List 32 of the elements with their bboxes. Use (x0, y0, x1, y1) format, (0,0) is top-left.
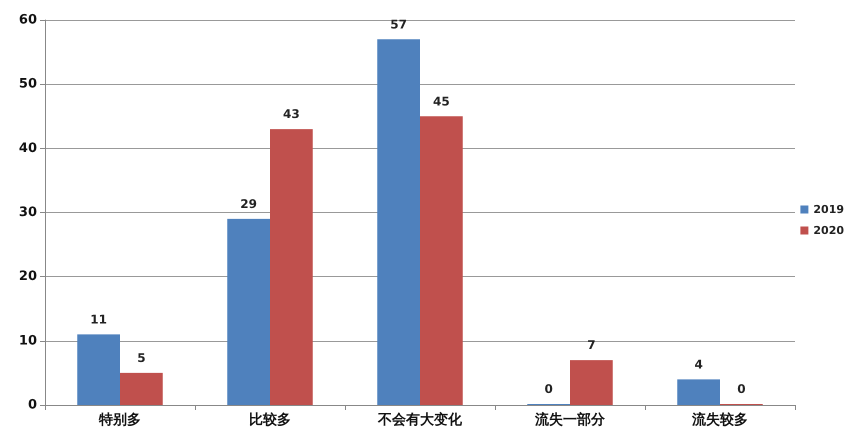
data-label: 4 (694, 357, 703, 372)
data-label: 45 (433, 94, 450, 108)
x-tick-label: 流失一部分 (534, 411, 606, 428)
data-label: 11 (90, 312, 107, 326)
data-label: 57 (390, 17, 407, 32)
y-tick-label: 10 (18, 333, 37, 348)
y-tick-label: 20 (18, 269, 37, 284)
bar (420, 116, 463, 405)
bar (570, 360, 613, 405)
bar (227, 218, 270, 405)
data-label: 43 (283, 107, 300, 122)
bar (677, 379, 720, 405)
data-label: 29 (240, 196, 257, 211)
y-tick-label: 60 (18, 12, 37, 28)
data-label: 0 (544, 382, 553, 396)
bar (77, 334, 120, 405)
bar (120, 372, 163, 405)
data-label: 7 (587, 338, 596, 352)
legend-label: 2019 (813, 203, 844, 216)
y-tick-label: 0 (28, 398, 37, 412)
bar (377, 39, 420, 405)
x-tick-label: 不会有大变化 (377, 411, 463, 428)
bar (270, 129, 313, 405)
x-tick-label: 流失较多 (691, 411, 748, 428)
data-label: 5 (137, 350, 146, 365)
legend-label: 2020 (813, 224, 844, 237)
y-tick-label: 40 (18, 140, 37, 156)
data-label: 0 (737, 382, 746, 396)
x-tick-label: 比较多 (249, 412, 291, 428)
y-tick-label: 30 (18, 205, 37, 220)
x-tick-label: 特别多 (98, 412, 141, 428)
y-tick-label: 50 (18, 76, 37, 92)
